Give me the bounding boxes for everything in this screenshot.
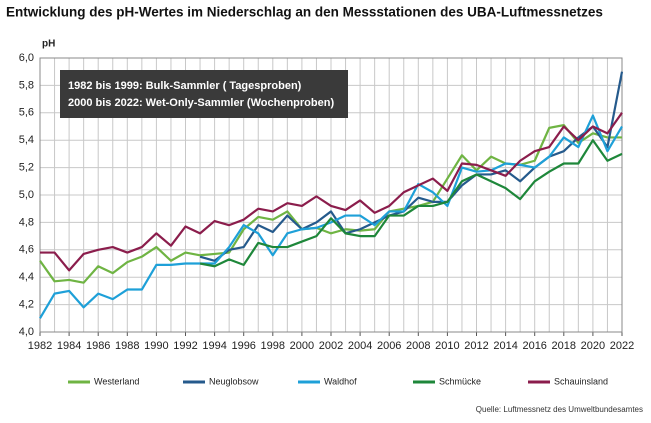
y-tick-label: 4,2 bbox=[19, 299, 34, 311]
x-tick-label: 2000 bbox=[290, 340, 314, 352]
annotation: 1982 bis 1999: Bulk-Sammler ( Tagesprobe… bbox=[68, 80, 302, 92]
x-tick-label: 2016 bbox=[522, 340, 546, 352]
x-tick-label: 2002 bbox=[319, 340, 343, 352]
y-tick-label: 5,8 bbox=[19, 79, 34, 91]
y-tick-label: 4,8 bbox=[19, 216, 34, 228]
y-tick-label: 4,6 bbox=[19, 244, 34, 256]
x-tick-label: 2012 bbox=[464, 340, 488, 352]
source: Quelle: Luftmessnetz des Umweltbundesamt… bbox=[476, 405, 643, 414]
y-tick-label: 5,0 bbox=[19, 189, 34, 201]
y-tick-label: 4,0 bbox=[19, 326, 34, 338]
data-line bbox=[199, 139, 623, 268]
y-tick-label: 5,2 bbox=[19, 162, 34, 174]
x-tick-label: 2008 bbox=[406, 340, 430, 352]
x-tick-label: 1988 bbox=[115, 340, 139, 352]
x-tick-label: 1998 bbox=[261, 340, 285, 352]
data-line bbox=[39, 114, 623, 319]
legend-label: Westerland bbox=[94, 376, 139, 386]
y-tick-label: 4,4 bbox=[19, 271, 34, 283]
y-tick-label: 5,6 bbox=[19, 107, 34, 119]
legend-label: Schauinsland bbox=[554, 376, 608, 386]
legend-label: Schmücke bbox=[439, 376, 481, 386]
plot-frame bbox=[39, 57, 623, 333]
x-tick-label: 1992 bbox=[173, 340, 197, 352]
annotation-box bbox=[60, 70, 348, 118]
y-axis-label: pH bbox=[42, 39, 55, 50]
data-line bbox=[40, 112, 623, 272]
x-tick-label: 1994 bbox=[202, 340, 226, 352]
chart-title: Entwicklung des pH-Wertes im Niederschla… bbox=[6, 5, 603, 20]
y-tick-label: 5,4 bbox=[19, 134, 34, 146]
x-tick-label: 2022 bbox=[610, 340, 634, 352]
x-tick-label: 2014 bbox=[493, 340, 517, 352]
legend-label: Neuglobsow bbox=[209, 376, 259, 386]
x-tick-label: 2010 bbox=[435, 340, 459, 352]
legend-label: Waldhof bbox=[324, 376, 357, 386]
data-line bbox=[199, 71, 624, 262]
y-tick-label: 6,0 bbox=[19, 52, 34, 64]
x-tick-label: 2004 bbox=[348, 340, 372, 352]
x-tick-label: 1984 bbox=[57, 340, 81, 352]
x-tick-label: 2006 bbox=[377, 340, 401, 352]
x-tick-label: 1982 bbox=[28, 340, 52, 352]
annotation: 2000 bis 2022: Wet-Only-Sammler (Wochenp… bbox=[68, 97, 334, 109]
x-tick-label: 1990 bbox=[144, 340, 168, 352]
x-tick-label: 2018 bbox=[552, 340, 576, 352]
x-tick-label: 1986 bbox=[86, 340, 110, 352]
data-line bbox=[39, 124, 622, 284]
x-tick-label: 1996 bbox=[231, 340, 255, 352]
x-tick-label: 2020 bbox=[581, 340, 605, 352]
